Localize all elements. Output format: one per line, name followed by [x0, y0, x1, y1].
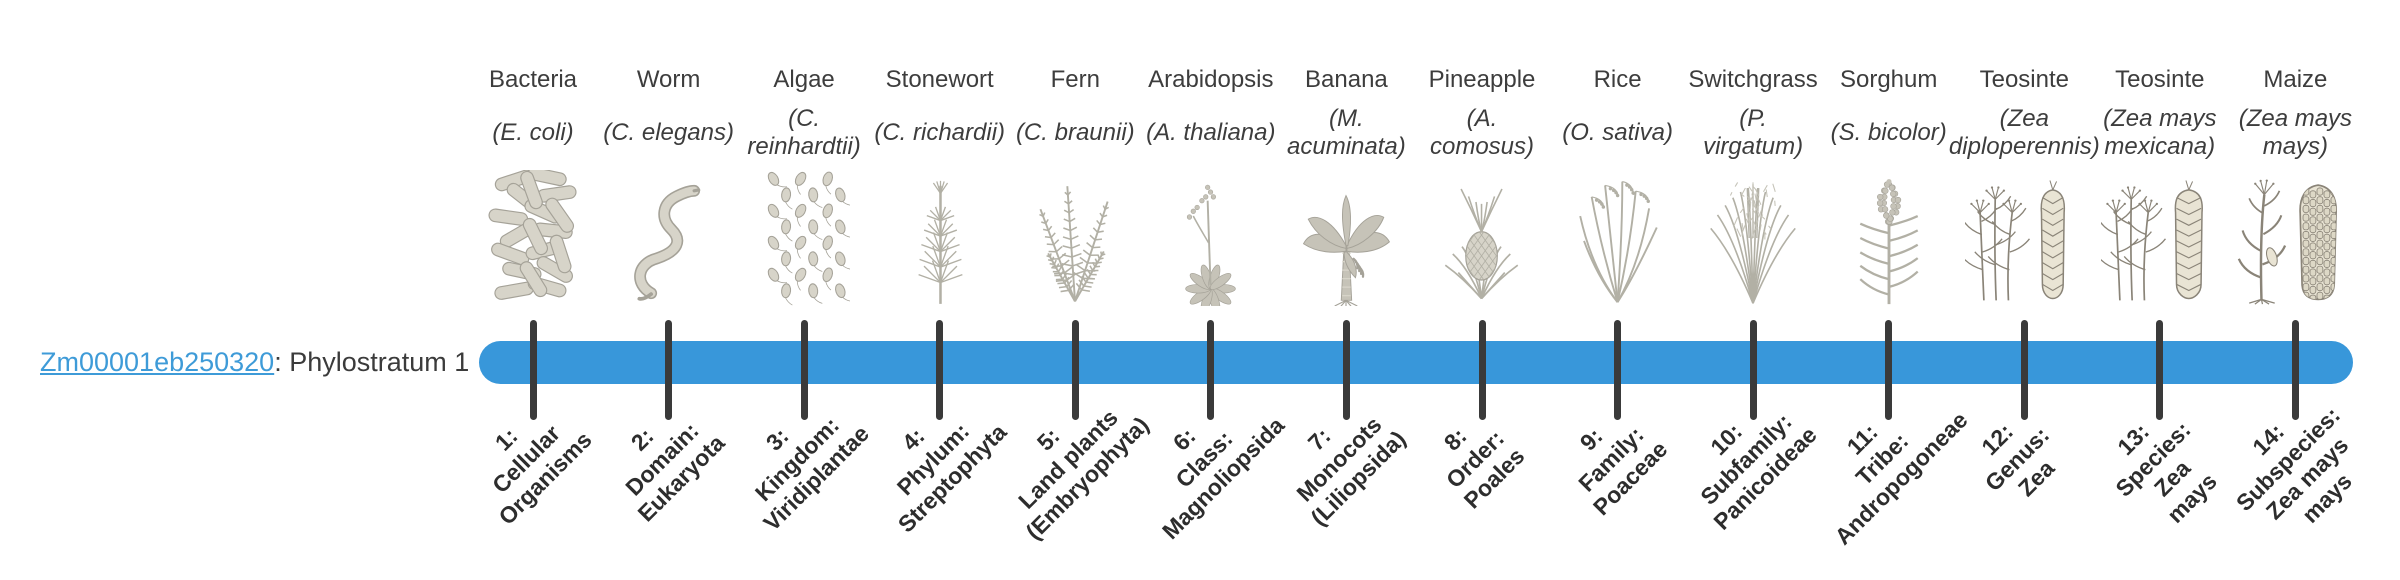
stratum-label: 7: Monocots (Liliopsida)	[1291, 411, 1412, 531]
stonewort-icon	[865, 168, 1015, 306]
organism-column-7: Banana (M. acuminata) 7: Monocots (Lilio…	[1271, 0, 1421, 580]
teosinte-diploperennis-icon	[1949, 168, 2099, 306]
stratum-label: 11: Tribe: Andropogoneae	[1829, 406, 1973, 550]
organism-name: Sorghum	[1839, 66, 1938, 93]
timeline-tick	[800, 320, 808, 420]
timeline-tick	[2156, 320, 2164, 420]
algae-icon	[729, 168, 879, 306]
organism-column-1: Bacteria (E. coli) 1: Cellular Organisms	[458, 0, 608, 580]
timeline-tick	[1071, 320, 1079, 420]
organism-name: Algae	[773, 66, 835, 93]
organism-column-11: Sorghum (S. bicolor) 11: Tribe: Andropog…	[1814, 0, 1972, 580]
organism-name: Pineapple	[1428, 66, 1536, 93]
timeline-tick	[1749, 320, 1757, 420]
organism-name: Fern	[1050, 66, 1100, 93]
gene-stratum-text: : Phylostratum 1	[274, 347, 470, 377]
stratum-label: 13: Species: Zea mays	[2109, 416, 2222, 528]
sorghum-icon	[1814, 168, 1964, 306]
banana-icon	[1271, 168, 1421, 306]
organism-name: Teosinte	[2115, 66, 2205, 93]
stratum-label: 14: Subspecies: Zea mays mays	[2230, 401, 2358, 528]
organism-sci-name: (O. sativa)	[1562, 119, 1673, 147]
organism-name: Teosinte	[1979, 66, 2069, 93]
timeline-tick	[2020, 320, 2028, 420]
organism-sci-name: (C. braunii)	[1015, 119, 1135, 147]
organism-sci-name: (S. bicolor)	[1830, 119, 1947, 147]
worm-icon	[594, 168, 744, 306]
organism-name: Rice	[1593, 66, 1642, 93]
stratum-label: 6: Class: Magnoliopsida	[1156, 412, 1290, 545]
stratum-label: 10: Subfamily: Panicoideae	[1695, 407, 1822, 535]
stratum-label: 3: Kingdom: Viridiplantae	[749, 411, 875, 537]
timeline-tick	[2291, 320, 2299, 420]
stratum-label: 9: Family: Poaceae	[1572, 421, 1673, 521]
organism-name: Maize	[2263, 66, 2328, 93]
organism-column-6: Arabidopsis (A. thaliana) 6: Class: Magn…	[1136, 0, 1289, 580]
timeline-tick	[1885, 320, 1893, 420]
organism-column-12: Teosinte (Zea diploperennis) 12: Genus: …	[1948, 0, 2100, 580]
arabidopsis-icon	[1136, 168, 1286, 306]
organism-column-10: Switchgrass (P. virgatum) 10: Subfamily:…	[1678, 0, 1828, 580]
organism-column-4: Stonewort (C. richardii) 4: Phylum: Stre…	[865, 0, 1015, 580]
timeline-tick	[936, 320, 944, 420]
timeline-tick	[1478, 320, 1486, 420]
stratum-label: 1: Cellular Organisms	[486, 419, 597, 530]
gene-link[interactable]: Zm00001eb250320	[40, 347, 275, 377]
timeline-tick	[1614, 320, 1622, 420]
organism-name: Bacteria	[488, 66, 578, 93]
organism-sci-name: (P. virgatum)	[1703, 105, 1804, 160]
timeline-tick	[665, 320, 673, 420]
timeline-tick	[1342, 320, 1350, 420]
maize-icon	[2220, 168, 2370, 306]
organism-sci-name: (Zea mays mexicana)	[2103, 105, 2217, 160]
stratum-label: 5: Land plants (Embryophyta)	[1013, 403, 1155, 545]
organism-sci-name: (M. acuminata)	[1287, 105, 1406, 160]
organism-sci-name: (C. reinhardtii)	[747, 105, 861, 160]
teosinte-mexicana-icon	[2085, 168, 2235, 306]
stratum-label: 2: Domain: Eukaryota	[619, 416, 730, 527]
gene-label: Zm00001eb250320: Phylostratum 1	[40, 341, 469, 384]
switchgrass-icon	[1678, 168, 1828, 306]
fern-icon	[1000, 168, 1150, 306]
organism-name: Banana	[1305, 66, 1388, 93]
pineapple-icon	[1407, 168, 1557, 306]
organism-sci-name: (A. thaliana)	[1146, 119, 1276, 147]
stratum-label: 12: Genus: Zea	[1976, 418, 2060, 502]
organism-sci-name: (Zea mays mays)	[2238, 105, 2353, 160]
organism-column-5: Fern (C. braunii) 5: Land plants (Embryo…	[1000, 0, 1154, 580]
organism-column-2: Worm (C. elegans) 2: Domain: Eukaryota	[594, 0, 744, 580]
organism-column-8: Pineapple (A. comosus) 8: Order: Poales	[1407, 0, 1557, 580]
organism-name: Worm	[636, 66, 701, 93]
organism-column-9: Rice (O. sativa) 9: Family: Poaceae	[1543, 0, 1693, 580]
organism-name: Stonewort	[885, 66, 994, 93]
stratum-label: 4: Phylum: Streptophyta	[891, 417, 1012, 538]
organism-name: Arabidopsis	[1148, 66, 1274, 93]
timeline-bar	[479, 341, 2353, 384]
rice-icon	[1543, 168, 1693, 306]
timeline-tick	[1207, 320, 1215, 420]
organism-sci-name: (Zea diploperennis)	[1948, 105, 2100, 160]
organism-column-13: Teosinte (Zea mays mexicana) 13: Species…	[2085, 0, 2235, 580]
bacteria-icon	[458, 168, 608, 306]
organism-sci-name: (C. elegans)	[603, 119, 734, 147]
organism-sci-name: (A. comosus)	[1429, 105, 1535, 160]
timeline-tick	[529, 320, 537, 420]
organism-sci-name: (E. coli)	[492, 119, 574, 147]
organism-column-3: Algae (C. reinhardtii) 3: Kingdom: Virid…	[729, 0, 879, 580]
organism-name: Switchgrass	[1688, 66, 1818, 93]
organism-sci-name: (C. richardii)	[874, 119, 1006, 147]
stratum-label: 8: Order: Poales	[1438, 422, 1530, 514]
organism-column-14: Maize (Zea mays mays) 14: Subspecies: Ze…	[2220, 0, 2370, 580]
